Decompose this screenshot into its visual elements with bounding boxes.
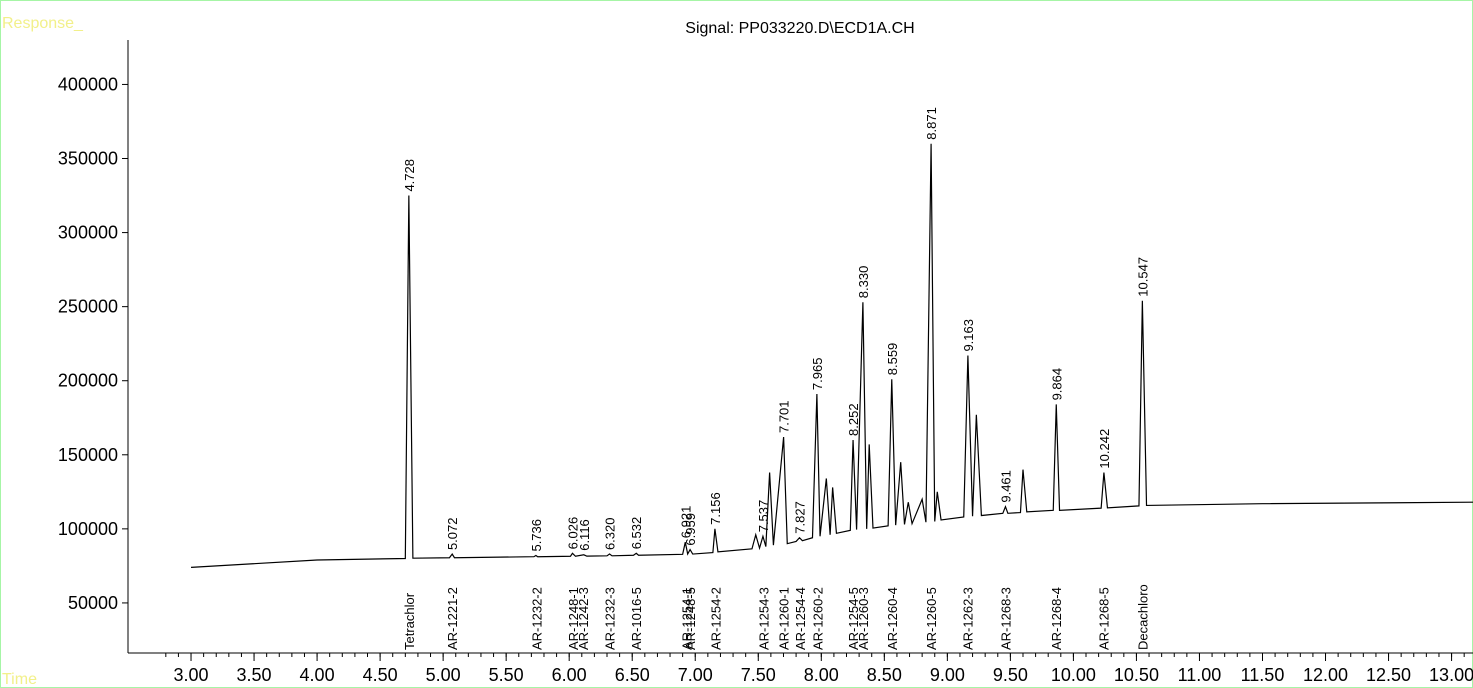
compound-label: AR-1268-4 <box>1049 587 1064 650</box>
compound-label: Tetrachlor <box>402 592 417 650</box>
x-tick-label: 9.00 <box>930 665 965 685</box>
compound-label: AR-1260-3 <box>856 587 871 650</box>
peak-label: 7.827 <box>792 501 807 534</box>
x-tick-label: 8.50 <box>867 665 902 685</box>
x-tick-label: 3.00 <box>174 665 209 685</box>
x-tick-label: 11.00 <box>1178 665 1222 685</box>
peak-label: 7.156 <box>708 492 723 525</box>
compound-label: AR-1254-1 <box>679 587 694 650</box>
x-tick-label: 7.50 <box>741 665 776 685</box>
x-tick-label: 4.00 <box>300 665 335 685</box>
x-tick-label: 6.50 <box>615 665 650 685</box>
y-tick-label: 100000 <box>58 519 118 539</box>
y-tick-label: 50000 <box>68 593 118 613</box>
y-tick-label: 150000 <box>58 445 118 465</box>
y-tick-label: 350000 <box>58 149 118 169</box>
x-tick-label: 7.00 <box>678 665 713 685</box>
compound-label: AR-1268-3 <box>998 587 1013 650</box>
x-tick-label: 9.50 <box>993 665 1028 685</box>
x-tick-label: 5.50 <box>489 665 524 685</box>
x-axis-label: Time <box>2 671 37 688</box>
peak-label: 4.728 <box>402 159 417 192</box>
x-tick-label: 8.00 <box>804 665 839 685</box>
compound-label: AR-1248-1 <box>566 587 581 650</box>
peak-label: 7.537 <box>756 500 771 533</box>
compound-label: AR-1248-5 <box>683 587 698 650</box>
peak-label: 10.242 <box>1097 429 1112 469</box>
peak-label: 8.252 <box>846 403 861 436</box>
compound-label: AR-1232-2 <box>529 587 544 650</box>
peak-label: 6.959 <box>683 513 698 546</box>
y-tick-label: 250000 <box>58 297 118 317</box>
y-tick-label: 400000 <box>58 74 118 94</box>
peak-label: 7.701 <box>777 400 792 433</box>
x-tick-label: 3.50 <box>237 665 272 685</box>
compound-label: AR-1260-1 <box>776 587 791 650</box>
compound-label: AR-1254-3 <box>756 587 771 650</box>
peak-label: 6.320 <box>603 517 618 550</box>
x-tick-label: 4.50 <box>363 665 398 685</box>
peak-label: 9.163 <box>961 319 976 352</box>
compound-label: AR-1242-3 <box>576 587 591 650</box>
x-tick-label: 13.00 <box>1429 665 1473 685</box>
y-axis-label: Response_ <box>2 15 84 32</box>
x-tick-label: 11.50 <box>1241 665 1285 685</box>
compound-label: AR-1016-5 <box>629 587 644 650</box>
peak-label: 6.026 <box>565 517 580 550</box>
x-tick-label: 10.00 <box>1051 665 1096 685</box>
compound-label: AR-1221-2 <box>445 587 460 650</box>
compound-label: AR-1254-4 <box>793 587 808 650</box>
compound-label: AR-1268-5 <box>1097 587 1112 650</box>
chart-title: Signal: PP033220.D\ECD1A.CH <box>685 20 914 37</box>
compound-label: AR-1260-2 <box>811 587 826 650</box>
y-tick-label: 300000 <box>58 223 118 243</box>
peak-label: 8.871 <box>924 107 939 140</box>
peak-label: 9.461 <box>998 470 1013 503</box>
x-tick-label: 12.50 <box>1366 665 1411 685</box>
peak-label: 6.921 <box>678 506 693 539</box>
compound-label: AR-1254-2 <box>708 587 723 650</box>
compound-label: AR-1232-3 <box>603 587 618 650</box>
peak-label: 9.864 <box>1049 368 1064 401</box>
peak-label: 5.072 <box>445 517 460 550</box>
y-tick-label: 200000 <box>58 371 118 391</box>
peak-label: 5.736 <box>529 519 544 552</box>
x-tick-label: 12.00 <box>1303 665 1348 685</box>
compound-label: AR-1260-4 <box>885 587 900 650</box>
compound-label: AR-1262-3 <box>961 587 976 650</box>
compound-label: AR-1260-5 <box>924 587 939 650</box>
peak-label: 7.965 <box>810 358 825 391</box>
peak-label: 10.547 <box>1135 257 1150 297</box>
peak-label: 6.116 <box>577 519 592 551</box>
compound-label: Decachloro <box>1136 584 1151 650</box>
x-tick-label: 10.50 <box>1114 665 1159 685</box>
x-tick-label: 5.00 <box>426 665 461 685</box>
trace <box>190 143 1473 568</box>
peak-label: 6.532 <box>629 517 644 550</box>
peak-label: 8.559 <box>885 343 900 376</box>
peak-label: 8.330 <box>856 266 871 299</box>
x-tick-label: 6.00 <box>552 665 587 685</box>
compound-label: AR-1254-5 <box>846 587 861 650</box>
